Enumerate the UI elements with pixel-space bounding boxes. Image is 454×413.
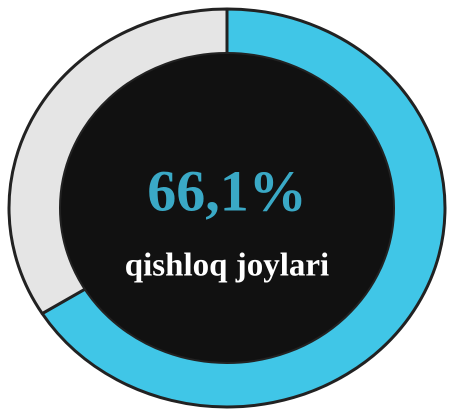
center-category-label: qishloq joylari <box>125 248 329 284</box>
donut-hole <box>59 52 395 364</box>
center-value-label: 66,1% <box>147 158 307 223</box>
